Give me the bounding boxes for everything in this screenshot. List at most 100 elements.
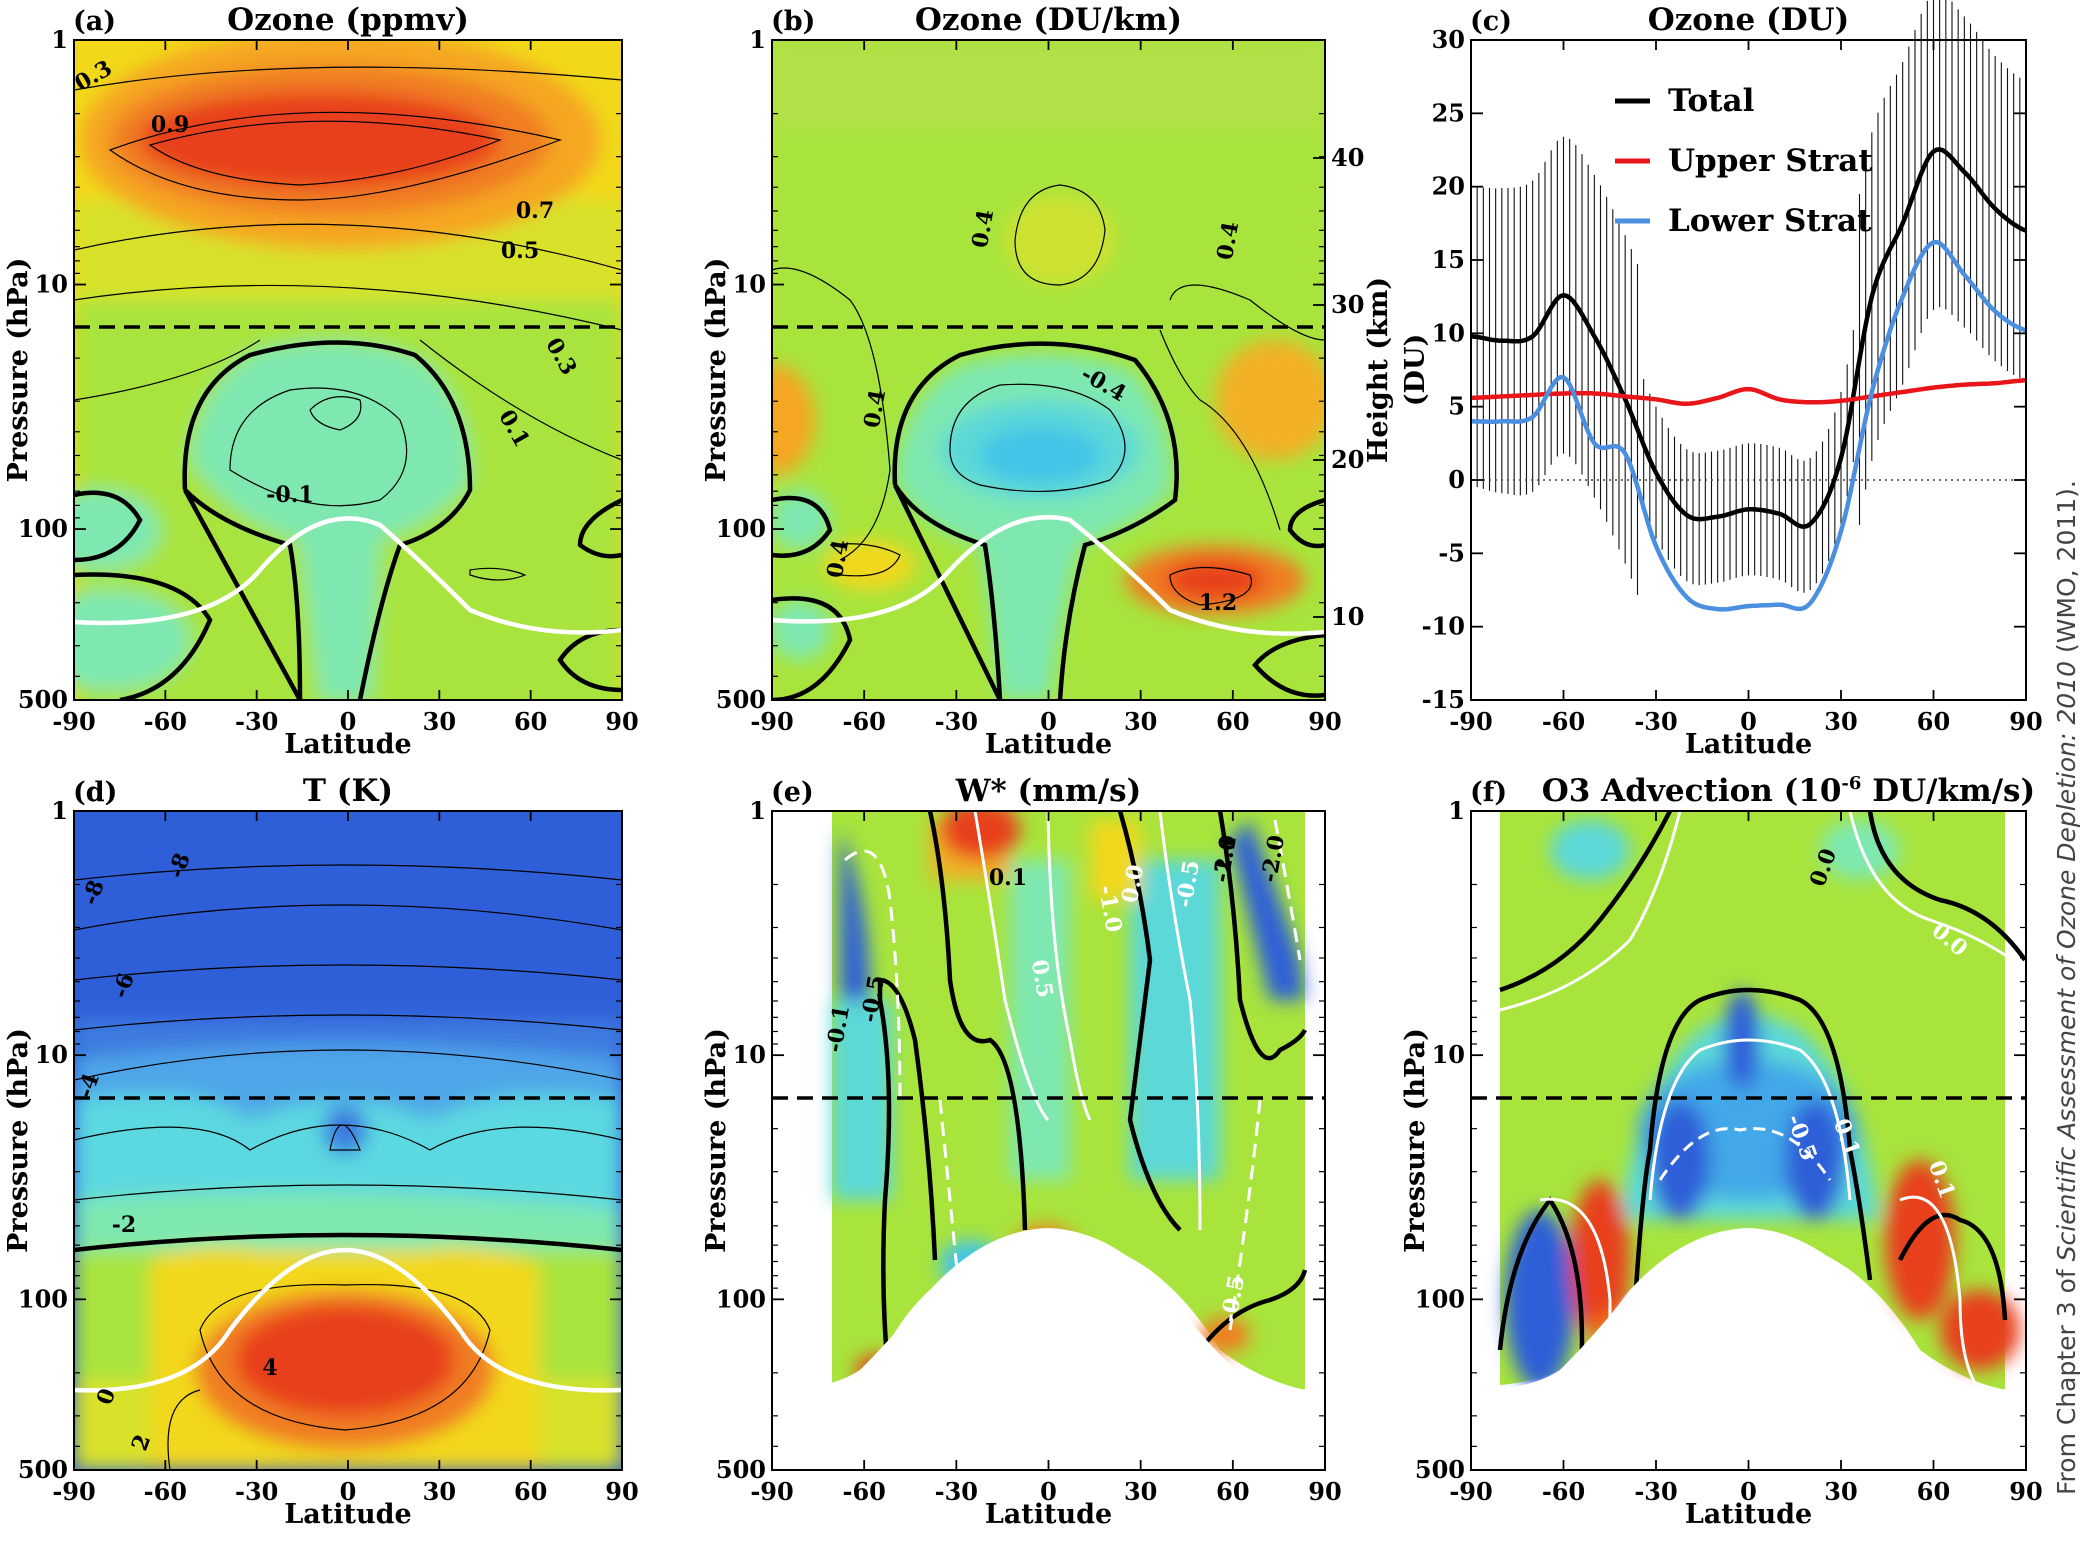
panel-e-xtick-label: 30: [1124, 1477, 1157, 1506]
panel-f-xtick-label: -30: [1634, 1477, 1677, 1506]
panel-d-ytick-label: 1: [51, 796, 68, 825]
panel-d-title: T (K): [303, 773, 393, 809]
panel-c: Total Upper Strat Lower Strat: [1470, 0, 2027, 701]
panel-b: [771, 39, 1326, 701]
panel-f-ytick-label: 10: [1432, 1040, 1465, 1069]
panel-b-ytick-label: 10: [733, 270, 766, 299]
panel-c-xtick-label: 90: [2009, 707, 2042, 736]
panel-f-xtick-label: 90: [2009, 1477, 2042, 1506]
panel-c-title: Ozone (DU): [1648, 2, 1850, 38]
panel-d-xtick-label: 60: [514, 1477, 547, 1506]
panel-b-y2tick-label: 30: [1331, 290, 1364, 319]
panel-a: [73, 39, 623, 701]
panel-e-xtick-label: 60: [1216, 1477, 1249, 1506]
panel-e-xtick-label: 0: [1040, 1477, 1057, 1506]
panel-f-xtick-label: 0: [1740, 1477, 1757, 1506]
panel-a-title: Ozone (ppmv): [227, 2, 469, 38]
panel-c-label: (c): [1470, 6, 1512, 37]
panel-a-ytick-label: 1: [51, 25, 68, 54]
panel-f-xtick-label: 60: [1917, 1477, 1950, 1506]
panel-c-series-line: [1470, 378, 2027, 406]
panel-e-field: [772, 811, 1325, 1470]
panel-d-ytick-label: 500: [18, 1455, 68, 1484]
panel-d-contour-label: 4: [262, 1355, 277, 1381]
panel-a-label: (a): [73, 6, 116, 37]
panel-b-xtick-label: 30: [1124, 707, 1157, 736]
panel-c-xtick-label: 30: [1824, 707, 1857, 736]
panel-c-xtick-label: -30: [1634, 707, 1677, 736]
panel-f-xtick-label: 30: [1824, 1477, 1857, 1506]
panel-c-ytick-label: -10: [1422, 612, 1465, 641]
panel-a-ylabel: Pressure (hPa): [3, 258, 34, 483]
panel-b-y2tick-label: 20: [1331, 445, 1364, 474]
panel-a-xtick-label: -30: [235, 707, 278, 736]
panel-b-xtick-label: 90: [1308, 707, 1341, 736]
panel-e-xtick-label: -60: [842, 1477, 885, 1506]
panel-b-field: [772, 40, 1325, 700]
panel-a-ytick-label: 10: [35, 270, 68, 299]
panel-d-xtick-label: -90: [52, 1477, 95, 1506]
panel-d-xtick-label: 30: [423, 1477, 456, 1506]
panel-c-xtick-label: 0: [1740, 707, 1757, 736]
panel-d-xtick-label: -60: [144, 1477, 187, 1506]
panel-a-xtick-label: -60: [144, 707, 187, 736]
panel-a-xtick-label: 30: [423, 707, 456, 736]
panel-b-y2tick-label: 40: [1331, 143, 1364, 172]
panel-d-contour-label: -2: [112, 1212, 136, 1238]
panel-d-xtick-label: 90: [605, 1477, 638, 1506]
panel-e-contour-label: 0.1: [989, 865, 1027, 891]
panel-c-legend-label: Lower Strat: [1668, 203, 1872, 239]
panel-c-series-line: [1470, 239, 2027, 612]
panel-b-y2label: Height (km): [1363, 277, 1394, 463]
panel-e-xtick-label: -90: [750, 1477, 793, 1506]
panel-a-field: [74, 40, 622, 700]
panel-f-title-sup: -6: [1841, 773, 1861, 794]
panel-b-xtick-label: -60: [842, 707, 885, 736]
panel-c-series-line: [1470, 147, 2027, 529]
panel-d-ytick-label: 10: [35, 1040, 68, 1069]
panel-a-ytick-label: 100: [18, 514, 68, 543]
panel-f-ylabel: Pressure (hPa): [1400, 1028, 1431, 1253]
panel-a-contour-label: 0.9: [151, 112, 189, 138]
panel-a-contour-label: 0.5: [501, 238, 539, 264]
credit-note: From Chapter 3 of Scientific Assessment …: [2052, 480, 2081, 1495]
panel-b-xtick-label: -90: [750, 707, 793, 736]
credit-suffix: (WMO, 2011).: [2052, 480, 2081, 661]
panel-d-xtick-label: 0: [340, 1477, 357, 1506]
panel-c-legend-label: Total: [1668, 83, 1754, 119]
panel-d-field: [74, 811, 622, 1470]
panel-b-y2tick-label: 10: [1331, 602, 1364, 631]
panel-c-ytick-label: 0: [1448, 465, 1465, 494]
panel-c-xtick-label: -90: [1449, 707, 1492, 736]
panel-b-ylabel: Pressure (hPa): [701, 258, 732, 483]
panel-a-xtick-label: 60: [514, 707, 547, 736]
panel-c-legend: Total Upper Strat Lower Strat: [1615, 83, 1873, 239]
panel-d-ytick-label: 100: [18, 1284, 68, 1313]
panel-c-legend-label: Upper Strat: [1668, 143, 1873, 179]
panel-a-xtick-label: 90: [605, 707, 638, 736]
panel-e-xlabel: Latitude: [985, 1499, 1112, 1530]
credit-prefix: From Chapter 3 of: [2052, 1261, 2081, 1495]
panel-b-ytick-label: 1: [749, 25, 766, 54]
panel-b-title: Ozone (DU/km): [915, 2, 1182, 38]
panel-b-ytick-label: 100: [716, 514, 766, 543]
panel-e-ylabel: Pressure (hPa): [701, 1028, 732, 1253]
panel-f-xlabel: Latitude: [1685, 1499, 1812, 1530]
panel-a-xlabel: Latitude: [284, 729, 411, 760]
panel-f-ytick-label: 500: [1415, 1455, 1465, 1484]
panel-f-title-tail: DU/km/s): [1861, 773, 2035, 809]
panel-c-frame: [1470, 39, 2027, 701]
panel-c-ytick-label: 10: [1432, 318, 1465, 347]
panel-c-xlabel: Latitude: [1685, 729, 1812, 760]
panel-c-xtick-label: -60: [1542, 707, 1585, 736]
panel-a-contour-label: -0.1: [266, 482, 313, 508]
panel-b-xlabel: Latitude: [985, 729, 1112, 760]
panel-d: [73, 810, 623, 1471]
panel-b-ytick-label: 500: [716, 685, 766, 714]
panel-a-xtick-label: -90: [52, 707, 95, 736]
panel-c-series: [1470, 147, 2027, 612]
panel-f: [1470, 810, 2027, 1471]
panel-c-xtick-label: 60: [1917, 707, 1950, 736]
